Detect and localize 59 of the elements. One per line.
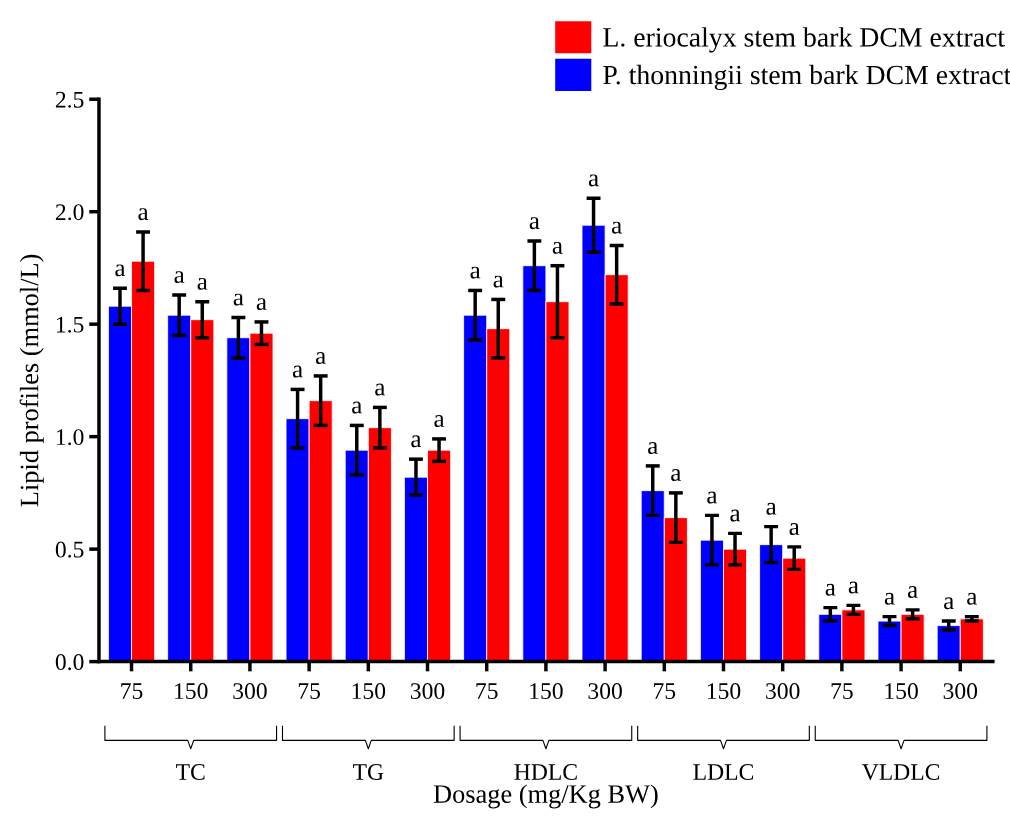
data-label: a <box>588 174 599 187</box>
data-label: a <box>411 435 422 448</box>
data-label: a <box>552 241 563 254</box>
data-label: a <box>493 275 504 288</box>
y-tick-label: 1.0 <box>56 429 84 446</box>
data-label: a <box>434 415 445 428</box>
data-label: a <box>470 266 481 279</box>
data-label: a <box>766 502 777 515</box>
data-label: a <box>256 298 267 311</box>
y-tick-label: 0.5 <box>55 541 84 558</box>
x-tick-label: 75 <box>298 683 321 700</box>
text: TC <box>176 764 205 780</box>
data-label: a <box>967 592 978 605</box>
x-tick-label: 75 <box>654 683 676 700</box>
data-label: a <box>730 509 741 522</box>
x-tick-label: 75 <box>831 683 853 700</box>
data-label: a <box>316 352 326 365</box>
data-label: a <box>944 597 954 610</box>
x-tick-label: 300 <box>766 683 800 700</box>
text: TG <box>353 764 384 780</box>
data-label: a <box>671 469 682 482</box>
data-label: a <box>174 271 185 284</box>
x-tick-label: 75 <box>476 683 498 700</box>
text: VLDLC <box>862 764 940 781</box>
legend-label: L. eriocalyx stem bark DCM extract <box>603 27 1005 53</box>
x-tick-label: 150 <box>707 683 741 700</box>
data-label: a <box>707 491 718 504</box>
text: HDLC <box>514 764 577 780</box>
y-tick-label: 0.0 <box>55 654 84 671</box>
x-tick-label: 150 <box>885 683 918 700</box>
x-tick-label: 300 <box>588 683 622 700</box>
data-label: a <box>884 592 895 605</box>
y-axis-title: Lipid profiles (mmol/L) <box>19 254 44 507</box>
text: LDLC <box>693 764 754 780</box>
x-tick-label: 75 <box>121 683 143 700</box>
data-label: a <box>848 581 859 594</box>
x-axis-title: Dosage (mg/Kg BW) <box>433 784 658 809</box>
x-tick-label: 150 <box>175 683 208 700</box>
data-label: a <box>375 383 386 396</box>
data-label: a <box>907 586 918 599</box>
data-label: a <box>789 523 800 536</box>
x-tick-label: 300 <box>943 683 978 700</box>
data-label: a <box>352 401 362 414</box>
data-label: a <box>611 221 622 234</box>
data-label: a <box>138 208 149 221</box>
data-label: a <box>825 583 836 596</box>
data-label: a <box>648 442 658 455</box>
x-tick-label: 150 <box>530 683 563 700</box>
x-tick-label: 150 <box>352 683 386 700</box>
x-tick-label: 300 <box>410 683 445 700</box>
data-label: a <box>529 217 540 230</box>
y-tick-label: 2.5 <box>55 91 84 108</box>
y-tick-label: 1.5 <box>56 316 84 333</box>
x-tick-label: 300 <box>233 683 267 700</box>
data-label: a <box>233 293 244 306</box>
data-label: a <box>197 277 208 290</box>
data-label: a <box>292 365 303 378</box>
data-label: a <box>115 264 126 277</box>
y-tick-label: 2.0 <box>55 204 84 221</box>
